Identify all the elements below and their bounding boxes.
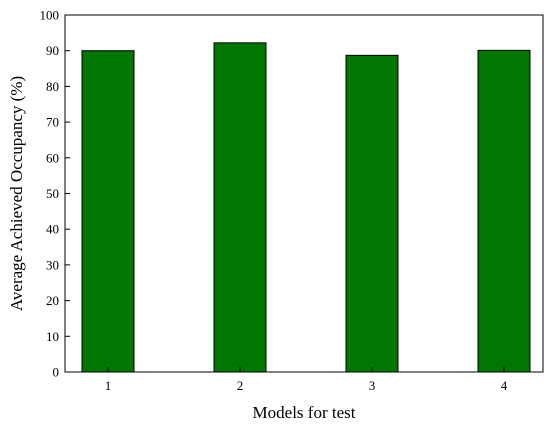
y-tick-label: 20 [46, 293, 59, 308]
bar-3 [345, 54, 399, 373]
bars-layer [81, 42, 531, 373]
x-tick-label: 2 [237, 378, 244, 393]
y-tick-label: 0 [53, 365, 60, 380]
y-tick-label: 70 [46, 115, 59, 130]
bar-2 [213, 42, 267, 373]
x-tick-label: 3 [369, 378, 376, 393]
plot-frame [64, 14, 544, 373]
y-tick-label: 80 [46, 79, 59, 94]
y-tick-label: 60 [46, 150, 59, 165]
y-tick-label: 90 [46, 43, 59, 58]
bar-1 [81, 50, 135, 373]
y-tick-label: 50 [46, 186, 59, 201]
y-tick-label: 100 [40, 8, 60, 23]
y-tick-label: 30 [46, 257, 59, 272]
x-axis-title: Models for test [253, 403, 356, 422]
y-tick-label: 10 [46, 329, 59, 344]
y-axis-title: Average Achieved Occupancy (%) [7, 76, 26, 311]
y-ticks-layer: 0 10 20 30 40 50 60 70 80 90 100 [40, 8, 70, 380]
x-tick-label: 4 [501, 378, 508, 393]
y-tick-label: 40 [46, 222, 59, 237]
x-ticks-layer: 1 2 3 4 [105, 367, 508, 393]
x-tick-label: 1 [105, 378, 112, 393]
bar-4 [477, 49, 531, 373]
